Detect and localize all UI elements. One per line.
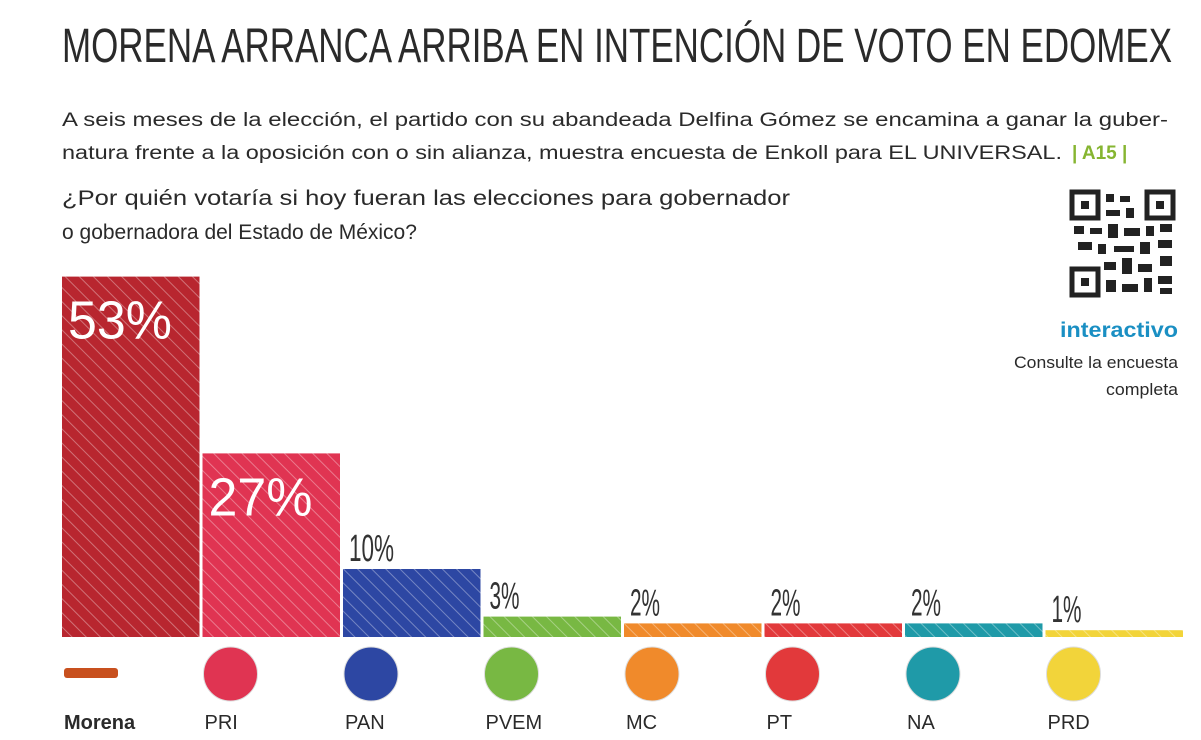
side-note-line: completa bbox=[1106, 380, 1179, 399]
x-tick-label: NA bbox=[907, 712, 935, 734]
party-logo bbox=[1046, 646, 1101, 702]
bar-hatch bbox=[1045, 630, 1183, 637]
question-line: ¿Por quién votaría si hoy fueran las ele… bbox=[62, 187, 790, 210]
x-tick-label: PRI bbox=[205, 712, 238, 734]
party-logo bbox=[64, 668, 118, 678]
bar-hatch bbox=[343, 569, 481, 637]
bar-hatch bbox=[624, 623, 762, 637]
party-logo bbox=[343, 646, 399, 702]
x-tick-label: PRD bbox=[1048, 712, 1090, 734]
page-ref: | A15 | bbox=[1072, 143, 1127, 164]
bar-hatch bbox=[62, 276, 200, 637]
subtitle-line: A seis meses de la elección, el partido … bbox=[62, 110, 1168, 131]
x-tick-label: PT bbox=[767, 712, 793, 734]
party-logo bbox=[905, 646, 961, 702]
side-note-heading: interactivo bbox=[1060, 319, 1178, 342]
subtitle-line: natura frente a la oposición con o sin a… bbox=[62, 143, 1062, 164]
bar-hatch bbox=[905, 623, 1043, 637]
party-logo bbox=[765, 646, 820, 702]
party-logo bbox=[484, 646, 539, 702]
value-label: 53% bbox=[68, 291, 172, 351]
value-label: 2% bbox=[771, 582, 801, 624]
side-note-line: Consulte la encuesta bbox=[1014, 353, 1179, 372]
party-logo bbox=[203, 646, 258, 702]
bar-hatch bbox=[483, 616, 621, 637]
value-label: 3% bbox=[490, 576, 520, 618]
value-label: 1% bbox=[1052, 589, 1082, 631]
x-tick-label: PAN bbox=[345, 712, 385, 734]
value-label: 2% bbox=[630, 582, 660, 624]
qr-code[interactable] bbox=[1069, 189, 1176, 298]
x-tick-label: PVEM bbox=[486, 712, 543, 734]
question-line: o gobernadora del Estado de México? bbox=[62, 221, 417, 244]
x-tick-label: Morena bbox=[64, 712, 136, 734]
value-label: 10% bbox=[349, 528, 394, 570]
value-label: 2% bbox=[911, 582, 941, 624]
bar-hatch bbox=[764, 623, 902, 637]
bar-hatch bbox=[202, 453, 340, 637]
party-logo bbox=[624, 646, 680, 702]
value-label: 27% bbox=[209, 467, 313, 527]
x-tick-label: MC bbox=[626, 712, 657, 734]
chart-title: MORENA ARRANCA ARRIBA EN INTENCIÓN DE VO… bbox=[62, 19, 1172, 73]
